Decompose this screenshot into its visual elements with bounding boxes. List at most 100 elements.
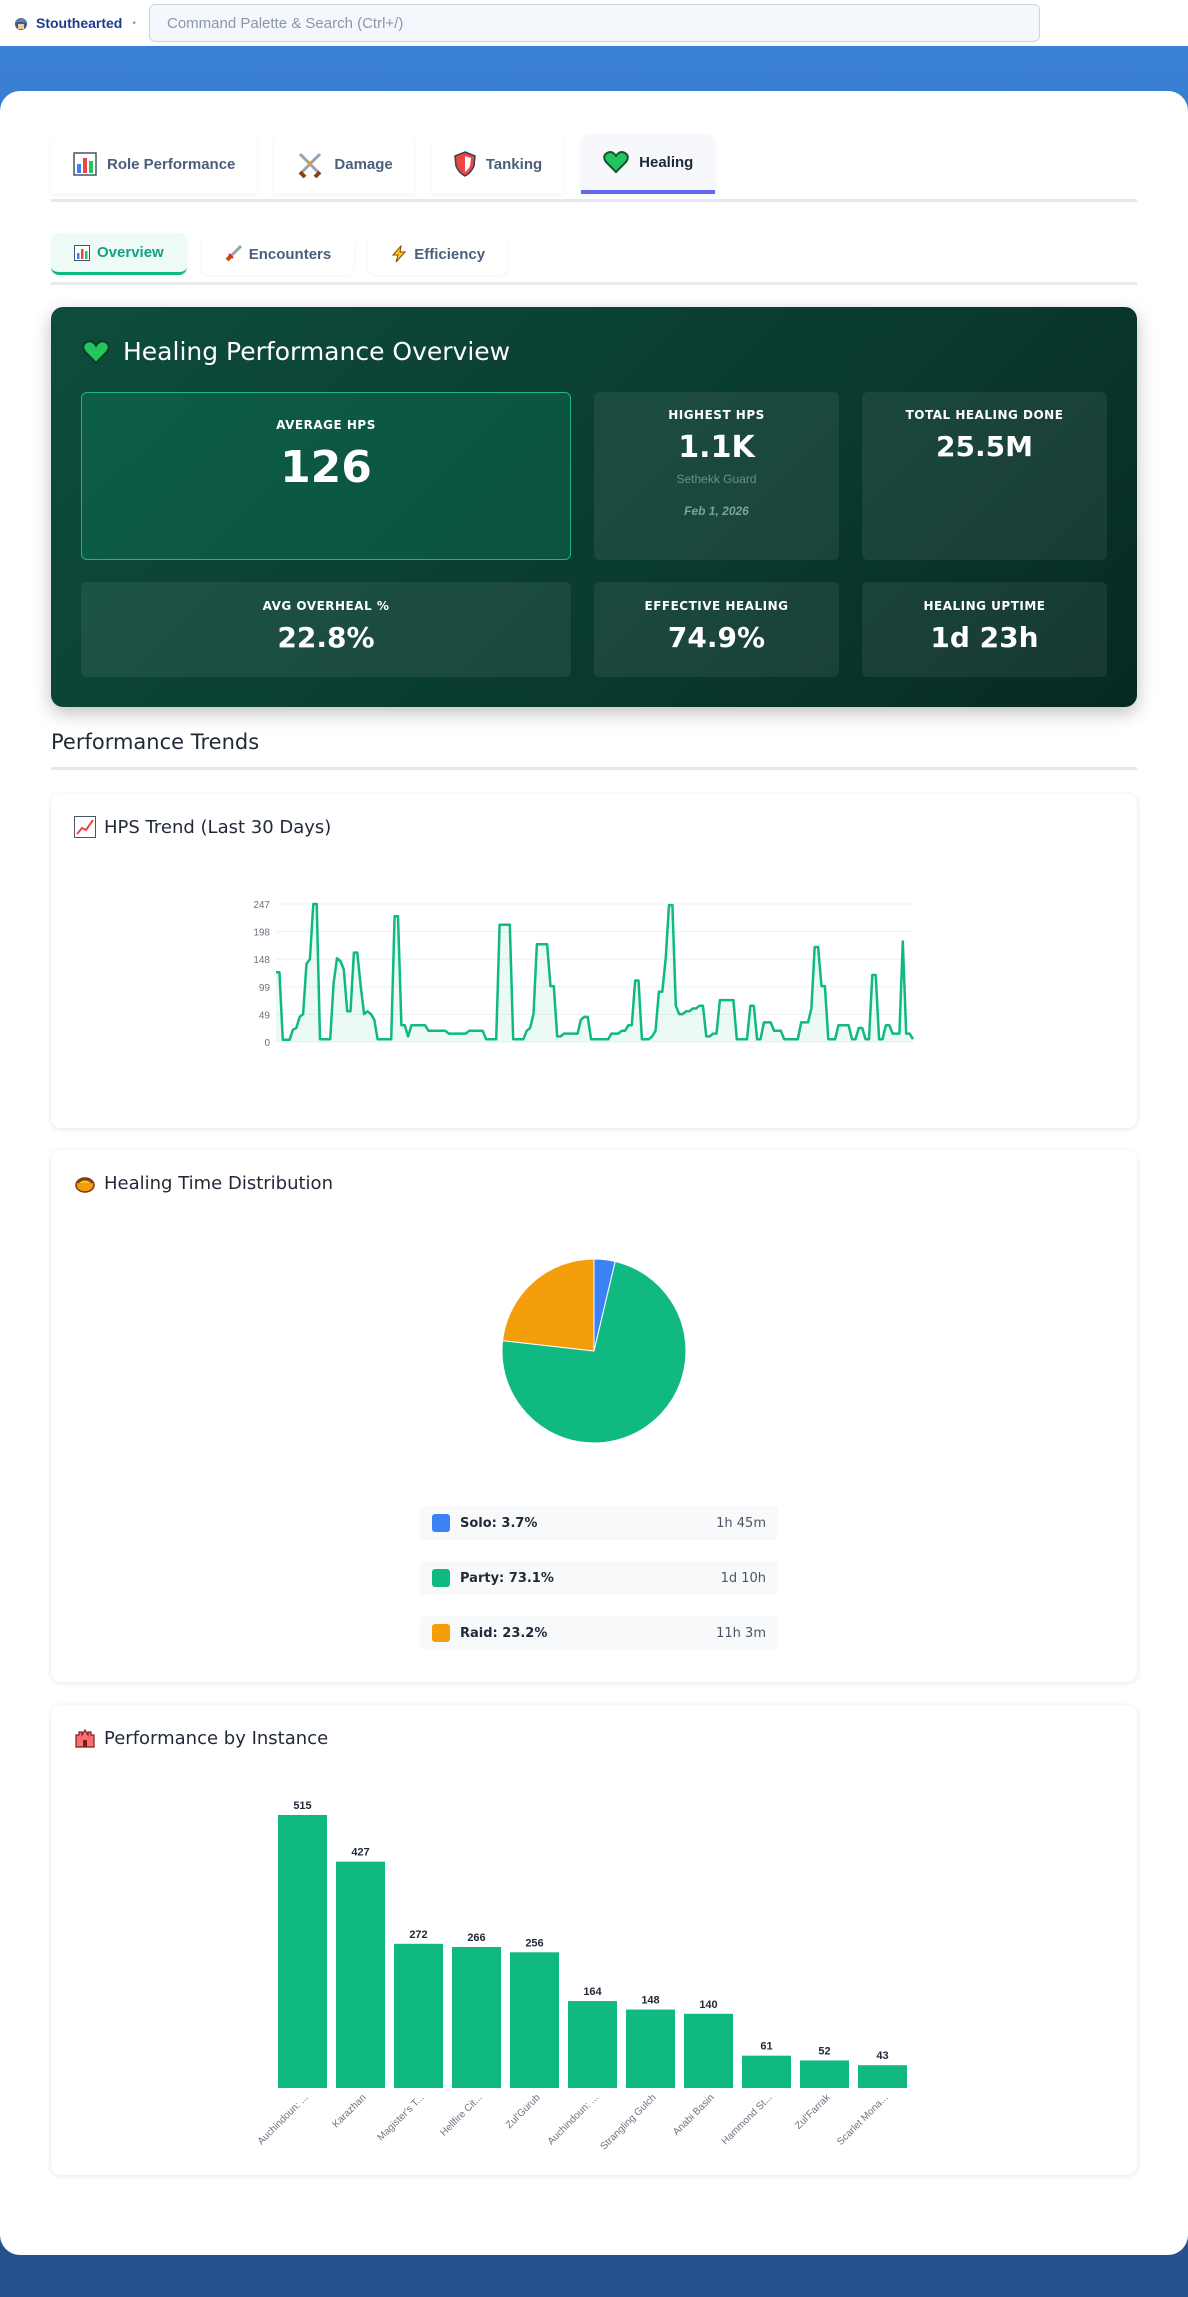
legend-duration: 11h 3m bbox=[716, 1625, 766, 1641]
brand[interactable]: Stouthearted • bbox=[12, 14, 136, 32]
stat-label: HIGHEST HPS bbox=[668, 408, 765, 422]
bar-4[interactable] bbox=[510, 1952, 559, 2088]
y-tick-label: 99 bbox=[259, 983, 271, 994]
stat-value: 1.1K bbox=[678, 430, 755, 465]
stat-label: AVG OVERHEAL % bbox=[262, 599, 390, 613]
hps-trend-chart: 247 198 148 99 49 0 bbox=[253, 900, 915, 1049]
card-title-text: Performance by Instance bbox=[104, 1727, 329, 1749]
stat-value: 126 bbox=[280, 442, 372, 493]
card-title: HPS Trend (Last 30 Days) bbox=[74, 816, 331, 838]
y-tick-label: 0 bbox=[264, 1038, 270, 1049]
card-title-text: Healing Time Distribution bbox=[104, 1172, 333, 1194]
chart-increasing-icon bbox=[74, 816, 96, 838]
y-tick-label: 247 bbox=[253, 900, 270, 911]
tab-damage[interactable]: Damage bbox=[274, 134, 415, 194]
legend-item-raid[interactable]: Raid: 23.2% 11h 3m bbox=[420, 1616, 778, 1650]
subtab-overview[interactable]: Overview bbox=[51, 233, 187, 275]
legend-swatch bbox=[432, 1514, 450, 1532]
search-input[interactable]: Command Palette & Search (Ctrl+/) bbox=[149, 4, 1040, 42]
y-tick-label: 198 bbox=[253, 928, 270, 939]
stat-effective-healing: EFFECTIVE HEALING 74.9% bbox=[594, 582, 839, 677]
stat-label: AVERAGE HPS bbox=[276, 418, 376, 432]
instance-performance-card: Performance by Instance 515 Auchindoun: .… bbox=[51, 1705, 1137, 2175]
x-tick-label: Karazhan bbox=[331, 2092, 369, 2130]
crossed-swords-icon bbox=[296, 150, 324, 178]
stat-value: 25.5M bbox=[936, 430, 1033, 463]
viking-helmet-icon bbox=[12, 14, 30, 32]
x-tick-label: Hellfire Cit... bbox=[438, 2092, 484, 2138]
x-tick-label: Zul'Gurub bbox=[504, 2092, 543, 2131]
green-heart-icon bbox=[81, 339, 111, 365]
section-title: Performance Trends bbox=[51, 730, 260, 754]
pie-slice-2[interactable] bbox=[502, 1258, 595, 1352]
legend-item-party[interactable]: Party: 73.1% 1d 10h bbox=[420, 1561, 778, 1595]
stat-value: 22.8% bbox=[277, 621, 375, 654]
y-tick-label: 49 bbox=[259, 1010, 271, 1021]
subtab-label: Encounters bbox=[248, 245, 332, 263]
shield-icon bbox=[453, 151, 476, 177]
legend-swatch bbox=[432, 1569, 450, 1587]
hps-series-line bbox=[276, 902, 915, 1042]
healing-distribution-card: Healing Time Distribution Solo: 3.7% 1h … bbox=[51, 1150, 1137, 1682]
card-title-text: HPS Trend (Last 30 Days) bbox=[104, 816, 332, 838]
dropdown-dot-icon[interactable]: • bbox=[132, 17, 136, 29]
stat-source: Sethekk Guard bbox=[676, 472, 757, 486]
instance-bar-chart: 515 Auchindoun: ... 427 Karazhan 272 Magister… bbox=[256, 1800, 907, 2152]
bar-3[interactable] bbox=[452, 1946, 501, 2088]
subtab-encounters[interactable]: Encounters bbox=[200, 233, 355, 275]
legend-duration: 1d 10h bbox=[720, 1570, 766, 1586]
bar-chart-icon bbox=[74, 244, 90, 261]
bar-value-label: 515 bbox=[293, 1800, 311, 1812]
x-tick-label: Auchindoun: ... bbox=[256, 2092, 311, 2147]
stat-label: EFFECTIVE HEALING bbox=[644, 599, 789, 613]
subtab-label: Efficiency bbox=[414, 245, 486, 263]
bar-2[interactable] bbox=[394, 1943, 443, 2088]
healing-pie-chart bbox=[501, 1258, 687, 1444]
stat-label: TOTAL HEALING DONE bbox=[905, 408, 1064, 422]
stat-average-hps: AVERAGE HPS 126 bbox=[81, 392, 571, 560]
stat-value: 1d 23h bbox=[930, 621, 1039, 654]
bar-value-label: 140 bbox=[699, 1999, 717, 2011]
bar-6[interactable] bbox=[626, 2009, 675, 2088]
y-tick-label: 148 bbox=[253, 955, 270, 966]
sub-tabs: Overview Encounters Efficiency bbox=[51, 233, 1137, 285]
subtab-efficiency[interactable]: Efficiency bbox=[368, 233, 509, 275]
card-title: Healing Time Distribution bbox=[74, 1172, 333, 1194]
tab-healing[interactable]: Healing bbox=[581, 134, 716, 194]
overview-title: Healing Performance Overview bbox=[81, 337, 510, 366]
bar-value-label: 256 bbox=[525, 1937, 543, 1949]
stat-label: HEALING UPTIME bbox=[923, 599, 1046, 613]
legend-label: Solo: 3.7% bbox=[460, 1515, 538, 1531]
pie-icon bbox=[74, 1172, 96, 1194]
stat-value: 74.9% bbox=[667, 621, 766, 654]
tab-label: Tanking bbox=[485, 155, 543, 173]
bar-1[interactable] bbox=[336, 1861, 385, 2088]
healing-overview-card: Healing Performance Overview AVERAGE HPS… bbox=[51, 307, 1137, 707]
bar-0[interactable] bbox=[278, 1815, 327, 2088]
x-tick-label: Anabi Basin bbox=[671, 2092, 717, 2138]
tab-label: Healing bbox=[639, 153, 694, 171]
section-divider bbox=[51, 767, 1137, 770]
tab-tanking[interactable]: Tanking bbox=[431, 134, 565, 194]
bar-value-label: 61 bbox=[760, 2041, 772, 2053]
legend-label: Party: 73.1% bbox=[460, 1570, 554, 1586]
top-bar: Stouthearted • Command Palette & Search … bbox=[0, 0, 1188, 46]
bar-value-label: 43 bbox=[876, 2050, 888, 2062]
legend-swatch bbox=[432, 1624, 450, 1642]
stat-highest-hps: HIGHEST HPS 1.1K Sethekk Guard Feb 1, 20… bbox=[594, 392, 839, 560]
pie-slice-1[interactable] bbox=[501, 1260, 687, 1444]
bar-value-label: 427 bbox=[351, 1847, 369, 1859]
stat-avg-overheal: AVG OVERHEAL % 22.8% bbox=[81, 582, 571, 677]
tab-role-performance[interactable]: Role Performance bbox=[51, 134, 258, 194]
stat-total-healing: TOTAL HEALING DONE 25.5M bbox=[862, 392, 1107, 560]
bar-5[interactable] bbox=[568, 2001, 617, 2088]
stat-healing-uptime: HEALING UPTIME 1d 23h bbox=[862, 582, 1107, 677]
x-tick-label: Scarlet Mona... bbox=[835, 2092, 890, 2147]
bar-8[interactable] bbox=[742, 2055, 791, 2088]
bar-7[interactable] bbox=[684, 2013, 733, 2088]
bar-9[interactable] bbox=[800, 2060, 849, 2088]
legend-item-solo[interactable]: Solo: 3.7% 1h 45m bbox=[420, 1506, 778, 1540]
bar-10[interactable] bbox=[858, 2065, 907, 2088]
bar-value-label: 148 bbox=[641, 1995, 659, 2007]
x-tick-label: Strangling Gulch bbox=[599, 2092, 659, 2152]
